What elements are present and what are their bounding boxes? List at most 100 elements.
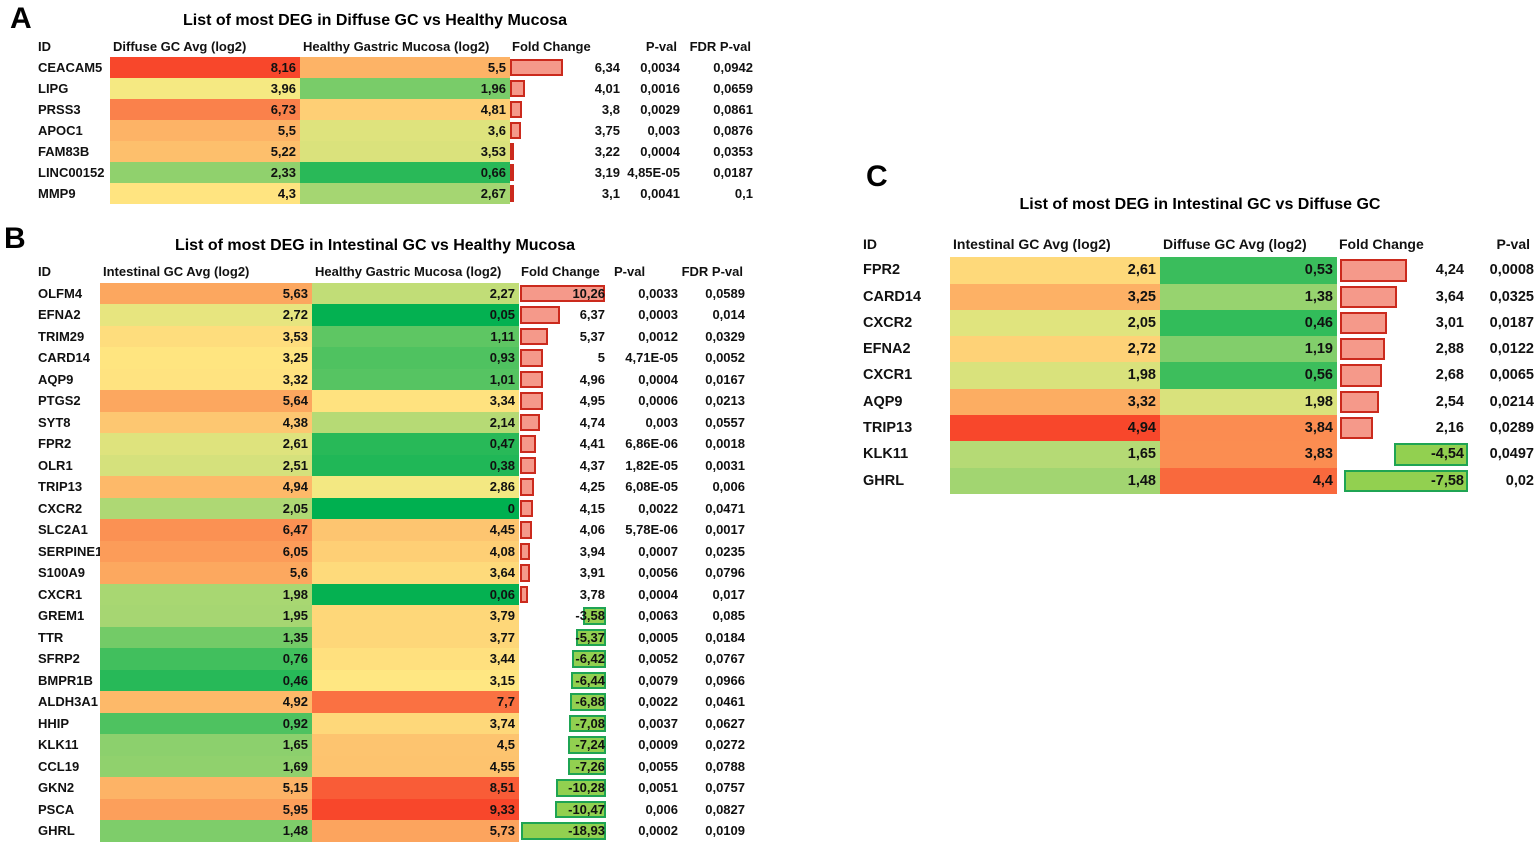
expression-value-cell: 0,76	[100, 648, 312, 670]
fold-change-cell: 6,34	[510, 57, 622, 78]
expression-value-cell: 3,84	[1160, 415, 1337, 442]
fdr-p-value-cell: 0,0329	[705, 328, 745, 344]
p-value-cell: 0,02	[1505, 472, 1534, 489]
p-value-cell: 0,0325	[1489, 288, 1534, 305]
fold-change-value: 2,88	[1435, 341, 1464, 358]
gene-id: SYT8	[30, 411, 100, 433]
fold-change-value: 3,64	[1435, 288, 1464, 305]
expression-value-cell: 0,47	[312, 433, 519, 455]
p-value-cell: 0,0063	[638, 608, 678, 623]
fold-change-bar-positive	[510, 164, 514, 181]
fold-change-cell: 3,91	[519, 562, 606, 584]
fold-change-cell: 4,25	[519, 476, 606, 498]
p-value-cell: 0,0008	[1489, 262, 1534, 279]
p-value-cell: 0,0079	[638, 672, 678, 688]
fold-change-cell: 4,24	[1337, 257, 1468, 283]
expression-value-cell: 3,53	[100, 325, 312, 347]
fold-change-cell: 6,37	[519, 304, 606, 326]
gene-id: EFNA2	[855, 336, 950, 363]
fdr-p-value-cell: 0,0167	[705, 371, 745, 387]
p-value-cell: 0,0002	[638, 823, 678, 838]
expression-value-cell: 4,3	[110, 183, 300, 204]
fdr-p-value-cell: 0,0788	[705, 758, 745, 774]
fdr-p-value-cell: 0,0353	[713, 144, 753, 159]
fold-change-cell: -4,54	[1337, 441, 1468, 467]
fold-change-value: 5,37	[579, 328, 605, 344]
expression-value-cell: 5,95	[100, 798, 312, 820]
gene-id: FPR2	[30, 433, 100, 455]
fold-change-cell: 3,78	[519, 584, 606, 606]
fold-change-value: 4,96	[579, 371, 605, 387]
fdr-p-value-cell: 0,0031	[705, 457, 745, 473]
fold-change-bar-positive	[510, 101, 522, 118]
p-value-cell: 0,0016	[640, 81, 680, 96]
fold-change-value: 4,06	[579, 522, 605, 537]
fold-change-value: 3,75	[594, 123, 620, 138]
expression-value-cell: 0,46	[1160, 309, 1337, 337]
fdr-p-value-cell: 0,0187	[713, 165, 753, 180]
expression-value-cell: 6,73	[110, 99, 300, 120]
fold-change-value: 4,74	[579, 414, 605, 430]
fold-change-value: 2,54	[1435, 393, 1464, 410]
gene-id: TRIP13	[30, 476, 100, 498]
gene-id: ALDH3A1	[30, 691, 100, 713]
fold-change-cell: -3,58	[519, 605, 606, 627]
fold-change-bar-positive	[520, 392, 543, 410]
fold-change-value: 4,41	[579, 436, 605, 451]
expression-value-cell: 2,72	[100, 304, 312, 326]
expression-value-cell: 9,33	[312, 798, 519, 820]
column-header: Fold Change	[521, 264, 600, 279]
panel-title-b: List of most DEG in Intestinal GC vs Hea…	[174, 237, 576, 254]
fdr-p-value-cell: 0,0017	[705, 522, 745, 537]
expression-value-cell: 3,32	[100, 368, 312, 390]
gene-id: KLK11	[30, 734, 100, 756]
fdr-p-value-cell: 0,0184	[705, 629, 745, 645]
fold-change-bar-positive	[1340, 390, 1380, 414]
fold-change-value: 3,19	[594, 165, 620, 180]
gene-id: CEACAM5	[30, 57, 110, 78]
fdr-p-value-cell: 0,014	[712, 307, 745, 322]
p-value-cell: 5,78E-06	[625, 522, 678, 537]
p-value-cell: 0,0004	[638, 371, 678, 387]
expression-value-cell: 1,38	[1160, 283, 1337, 310]
fold-change-cell: 4,06	[519, 519, 606, 541]
fdr-p-value-cell: 0,0018	[705, 436, 745, 451]
fold-change-bar-negative	[555, 800, 606, 818]
fold-change-cell: -7,58	[1337, 468, 1468, 494]
fold-change-bar-positive	[520, 413, 541, 431]
panel-label-b: B	[4, 222, 26, 255]
column-header: Fold Change	[512, 39, 591, 54]
fold-change-bar-positive	[520, 521, 532, 539]
p-value-cell: 0,0055	[638, 758, 678, 774]
column-header: P-val	[614, 264, 646, 279]
column-header: ID	[38, 264, 51, 279]
fold-change-cell: -7,24	[519, 734, 606, 756]
deg-table-intestinal-vs-diffuse: ID Intestinal GC Avg (log2) Diffuse GC Avg…	[855, 231, 1538, 494]
p-value-cell: 0,0006	[638, 393, 678, 408]
column-header: Healthy Gastric Mucosa (log2)	[303, 39, 490, 54]
panel-label-c: C	[866, 160, 888, 193]
p-value-cell: 0,0037	[638, 715, 678, 731]
expression-value-cell: 2,05	[100, 497, 312, 519]
gene-id: CARD14	[30, 347, 100, 369]
fold-change-bar-positive	[510, 185, 514, 202]
fold-change-cell: -6,88	[519, 691, 606, 713]
fold-change-cell: -10,28	[519, 777, 606, 799]
fold-change-bar-negative	[583, 607, 606, 625]
fdr-p-value-cell: 0,0942	[713, 60, 753, 75]
fdr-p-value-cell: 0,0272	[705, 737, 745, 752]
fold-change-cell: 4,37	[519, 455, 606, 477]
column-header: Intestinal GC Avg (log2)	[953, 236, 1111, 252]
fold-change-bar-negative	[571, 671, 606, 689]
expression-value-cell: 0,53	[1160, 257, 1337, 284]
fdr-p-value-cell: 0,0876	[713, 123, 753, 138]
p-value-cell: 0,0012	[638, 328, 678, 344]
p-value-cell: 0,0022	[638, 694, 678, 709]
expression-value-cell: 1,11	[312, 325, 519, 347]
expression-value-cell: 0,93	[312, 347, 519, 369]
p-value-cell: 0,0122	[1489, 341, 1534, 358]
gene-id: AQP9	[30, 368, 100, 390]
p-value-cell: 0,0056	[638, 565, 678, 580]
expression-value-cell: 5,6	[100, 562, 312, 584]
fold-change-value: -7,58	[1430, 472, 1464, 489]
